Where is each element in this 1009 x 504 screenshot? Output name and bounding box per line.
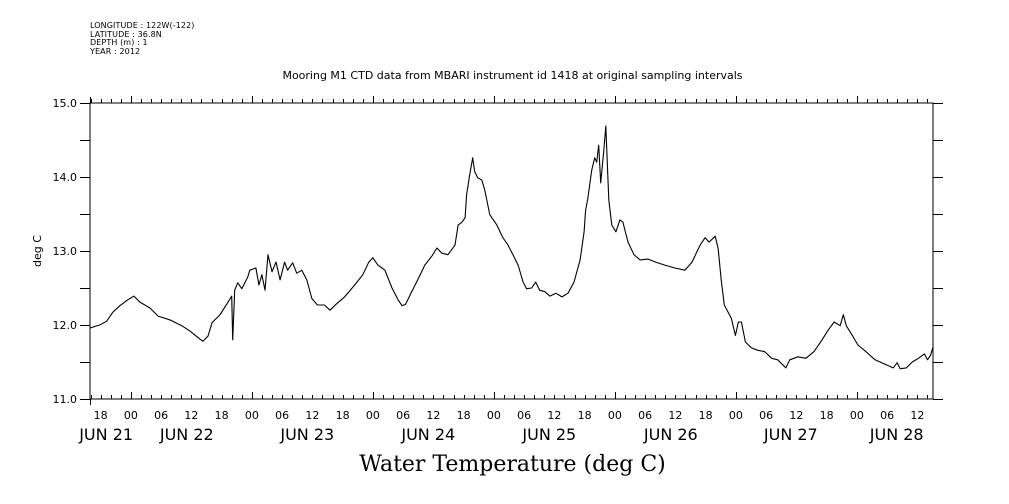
x-tick-label: 12: [426, 409, 440, 422]
x-tick-label: 00: [729, 409, 743, 422]
x-tick-label: 00: [487, 409, 501, 422]
x-tick-label: 18: [820, 409, 834, 422]
x-tick-label: 00: [608, 409, 622, 422]
depth-label: DEPTH (m) : 1: [90, 38, 148, 47]
x-tick-label: 06: [880, 409, 894, 422]
x-tick-label: 18: [457, 409, 471, 422]
latitude-label: LATITUDE : 36.8N: [90, 29, 162, 39]
x-date-label: JUN 26: [643, 425, 698, 444]
x-date-label: JUN 24: [400, 425, 455, 444]
x-tick-label: 12: [910, 409, 924, 422]
x-tick-label: 12: [789, 409, 803, 422]
x-tick-label: 18: [94, 409, 108, 422]
x-tick-label: 06: [638, 409, 652, 422]
x-tick-label: 12: [184, 409, 198, 422]
x-date-label: JUN 28: [869, 425, 924, 444]
x-date-label: JUN 22: [159, 425, 214, 444]
year-label: YEAR : 2012: [90, 46, 141, 56]
x-date-label: JUN 23: [279, 425, 334, 444]
y-tick-label: 11.0: [53, 393, 78, 406]
x-tick-label: 00: [366, 409, 380, 422]
x-tick-label: 00: [245, 409, 259, 422]
x-date-label: JUN 25: [521, 425, 576, 444]
x-tick-label: 12: [668, 409, 682, 422]
x-tick-label: 18: [578, 409, 592, 422]
chart-title: Mooring M1 CTD data from MBARI instrumen…: [282, 69, 743, 82]
x-tick-label: 18: [699, 409, 713, 422]
x-tick-label: 12: [547, 409, 561, 422]
temperature-line: [89, 125, 934, 370]
x-axis: 18 00 06 12 18 00 06 12 18 00 06 12 18 00 06 12 18 00 06 12…: [78, 96, 928, 444]
y-axis: 11.0 12.0 13.0 14.0 15.0: [53, 97, 943, 406]
plot-metadata: LONGITUDE : 122W(-122) LATITUDE : 36.8N …: [90, 21, 195, 56]
x-tick-label: 06: [517, 409, 531, 422]
y-tick-label: 15.0: [53, 97, 78, 110]
y-tick-label: 14.0: [53, 171, 78, 184]
x-tick-label: 18: [215, 409, 229, 422]
x-tick-label: 06: [275, 409, 289, 422]
y-axis-label: deg C: [31, 235, 44, 267]
x-tick-label: 00: [124, 409, 138, 422]
x-tick-label: 06: [396, 409, 410, 422]
x-tick-label: 00: [850, 409, 864, 422]
x-tick-label: 06: [759, 409, 773, 422]
longitude-label: LONGITUDE : 122W(-122): [90, 21, 195, 30]
x-tick-label: 18: [336, 409, 350, 422]
y-tick-label: 13.0: [53, 245, 78, 258]
x-date-label: JUN 21: [78, 425, 133, 444]
y-tick-label: 12.0: [53, 319, 78, 332]
x-axis-title: Water Temperature (deg C): [359, 452, 666, 477]
x-tick-label: 12: [305, 409, 319, 422]
x-tick-label: 06: [154, 409, 168, 422]
data-series: [89, 125, 934, 370]
x-date-label: JUN 27: [763, 425, 818, 444]
